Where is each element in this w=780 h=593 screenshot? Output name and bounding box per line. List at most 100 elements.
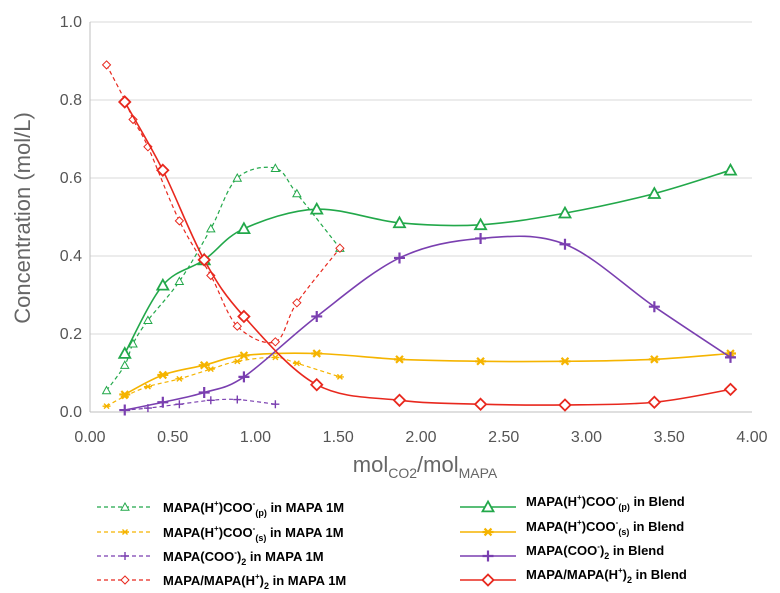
series-blend-7 <box>117 95 738 412</box>
data-point <box>128 114 138 125</box>
legend-label-sub: (p) <box>255 508 267 518</box>
series-line <box>124 398 276 411</box>
data-point <box>559 357 571 366</box>
data-point <box>558 398 572 412</box>
data-point <box>238 351 250 360</box>
data-point <box>473 397 488 411</box>
series-mapa1m-2 <box>120 395 280 415</box>
x-tick-label: 0.50 <box>157 429 188 446</box>
data-point <box>271 354 280 361</box>
data-point <box>198 360 210 370</box>
legend-label-mid: ) <box>623 567 627 582</box>
data-point <box>392 393 407 408</box>
data-point <box>198 387 210 398</box>
data-point <box>156 163 170 177</box>
legend-label-mid: ) <box>600 543 604 558</box>
data-point <box>393 355 405 364</box>
legend-label-rest: in Blend <box>629 519 684 534</box>
series-mapa1m-1 <box>102 354 344 410</box>
x-tick-label: 3.50 <box>654 429 685 446</box>
x-tick-label: 4.00 <box>736 429 767 446</box>
x-axis-title: molCO2/molMAPA <box>353 452 498 481</box>
series-line <box>106 166 341 391</box>
series-mapa1m-3 <box>101 60 345 347</box>
data-point <box>723 382 738 397</box>
x-tick-label: 2.50 <box>488 429 519 446</box>
legend-label-mid: )COO <box>582 494 616 509</box>
data-point <box>309 377 324 392</box>
legend-label-sup: - <box>597 542 600 551</box>
data-point <box>335 243 345 253</box>
legend-marker <box>482 550 494 562</box>
data-point <box>475 357 487 366</box>
legend-label-base: MAPA/MAPA(H <box>163 573 255 588</box>
y-tick-label: 0.4 <box>60 248 82 265</box>
x-axis-title-main: mol <box>353 452 388 477</box>
data-point <box>232 172 243 182</box>
legend-label: MAPA/MAPA(H+)2 in Blend <box>526 566 687 585</box>
legend-label-base: MAPA/MAPA(H <box>526 567 618 582</box>
data-point <box>174 216 185 226</box>
legend-label-base: MAPA(H <box>526 494 577 509</box>
legend-marker <box>481 573 495 587</box>
data-point <box>724 351 736 363</box>
series-blend-5 <box>119 349 736 399</box>
data-point <box>143 383 152 390</box>
legend-label-sub: 2 <box>264 581 269 591</box>
legend-label-rest: in MAPA 1M <box>269 573 346 588</box>
data-point <box>206 366 215 373</box>
legend-label-sub: 2 <box>241 557 246 567</box>
data-point <box>119 404 131 416</box>
data-point <box>197 253 211 267</box>
legend-marker <box>120 501 130 511</box>
legend-label: MAPA(COO-)2 in Blend <box>526 542 664 561</box>
data-point <box>205 223 216 233</box>
legend-item-2: MAPA(COO-)2 in MAPA 1M <box>97 548 324 567</box>
legend-item-0: MAPA(H+)COO-(p) in MAPA 1M <box>97 499 344 518</box>
data-point <box>206 396 215 405</box>
legend-marker <box>120 575 130 585</box>
legend-label-rest: in MAPA 1M <box>267 500 344 515</box>
legend-item-6: MAPA(COO-)2 in Blend <box>460 542 664 562</box>
legend-label-sub: 2 <box>627 575 632 585</box>
legend-label-sup: + <box>577 518 582 527</box>
x-tick-label: 2.00 <box>405 429 436 446</box>
data-point <box>101 60 112 70</box>
x-tick-label: 1.50 <box>323 429 354 446</box>
legend-label-sup: - <box>253 524 256 533</box>
data-point <box>175 375 184 382</box>
x-axis-title-sub2: MAPA <box>459 465 498 481</box>
legend-label-sup: + <box>255 572 260 581</box>
legend-label-sup: - <box>234 548 237 557</box>
legend-label-rest: in Blend <box>632 567 687 582</box>
data-point <box>292 188 302 198</box>
data-point <box>236 221 251 235</box>
data-point <box>393 252 405 264</box>
legend-marker <box>121 552 129 560</box>
y-tick-label: 0.0 <box>60 404 82 421</box>
data-point <box>647 186 662 199</box>
legend-label: MAPA(H+)COO-(s) in MAPA 1M <box>163 524 344 543</box>
legend-label-sup: + <box>214 524 219 533</box>
legend-label-rest: in Blend <box>630 494 685 509</box>
y-axis-title: Concentration (mol/L) <box>10 112 35 324</box>
legend-label-mid: )COO <box>219 500 253 515</box>
series-line <box>124 101 731 406</box>
legend-label-sup: + <box>577 493 582 502</box>
legend-item-5: MAPA(H+)COO-(s) in Blend <box>460 518 684 537</box>
legend-label-base: MAPA(COO <box>163 549 234 564</box>
data-point <box>271 400 280 409</box>
x-tick-label: 0.00 <box>74 429 105 446</box>
legend-label: MAPA(H+)COO-(p) in MAPA 1M <box>163 499 344 518</box>
legend-label-rest: in MAPA 1M <box>246 549 323 564</box>
legend-label-rest: in Blend <box>609 543 664 558</box>
data-point <box>143 315 153 325</box>
legend-label-sub: (s) <box>618 527 629 537</box>
legend-label-sup: + <box>214 499 219 508</box>
data-point <box>157 396 169 408</box>
data-point <box>233 395 242 404</box>
data-point <box>311 349 323 358</box>
data-point <box>473 217 488 231</box>
legend-label-mid: )COO <box>219 525 253 540</box>
legend-label-mid: )COO <box>582 519 616 534</box>
